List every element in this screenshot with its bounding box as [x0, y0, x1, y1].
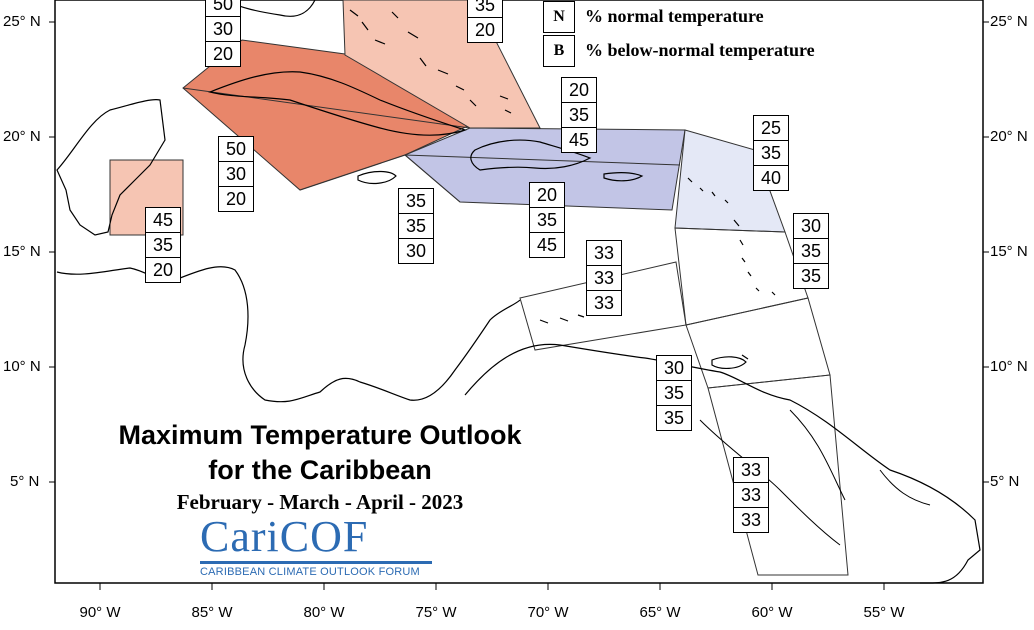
map-title-line2: for the Caribbean — [208, 455, 432, 485]
lon-label-70w: 70° W — [527, 604, 569, 621]
prob-normal: 35 — [754, 140, 788, 165]
prob-above: 33 — [593, 243, 615, 263]
guianas-interior — [699, 409, 931, 546]
prob-below: 45 — [530, 232, 564, 257]
cuba-split-line — [182, 87, 471, 129]
caricof-logo-bar — [200, 561, 432, 564]
prob-box-cuba: 50 30 20 — [218, 136, 254, 212]
prob-below: 35 — [657, 405, 691, 430]
lat-label-25n: 25° N — [3, 13, 41, 30]
lat-label-15n-right: 15° N — [990, 243, 1028, 260]
south-america-coast — [464, 343, 981, 584]
prob-normal: 35 — [146, 232, 180, 257]
prob-above: 35 — [405, 191, 427, 211]
prob-box-florida: 50 30 20 — [205, 0, 241, 67]
legend-key-n: N — [543, 0, 575, 33]
prob-above: 30 — [800, 216, 822, 236]
lesser-antilles-islands — [687, 177, 776, 360]
lon-label-60w: 60° W — [751, 604, 793, 621]
trinidad-island — [711, 356, 747, 369]
region-guianas-outline — [707, 374, 849, 576]
lat-label-20n: 20° N — [3, 128, 41, 145]
lat-ticks — [49, 21, 989, 483]
caricof-logo-subtitle: CARIBBEAN CLIMATE OUTLOOK FORUM — [200, 566, 420, 578]
abc-islands — [539, 314, 585, 324]
region-trinidad-outline — [685, 297, 831, 389]
puerto-rico-island — [603, 172, 644, 182]
prob-below: 33 — [734, 507, 768, 532]
prob-normal: 35 — [474, 0, 496, 15]
prob-below: 20 — [146, 257, 180, 282]
prob-normal: 33 — [734, 482, 768, 507]
prob-below: 33 — [587, 290, 621, 315]
prob-normal: 35 — [399, 213, 433, 238]
prob-normal: 35 — [530, 207, 564, 232]
lat-label-10n-right: 10° N — [990, 358, 1028, 375]
prob-box-leeward: 25 35 40 — [753, 115, 789, 191]
lon-label-90w: 90° W — [79, 604, 121, 621]
caricof-logo: CariCOF CARIBBEAN CLIMATE OUTLOOK FORUM — [200, 514, 440, 578]
prob-normal: 30 — [219, 161, 253, 186]
prob-box-windward: 30 35 35 — [793, 213, 829, 289]
legend-normal: N % normal temperature — [543, 0, 764, 33]
prob-normal: 30 — [206, 16, 240, 41]
prob-below: 20 — [219, 186, 253, 211]
prob-normal: 35 — [562, 102, 596, 127]
prob-below: 35 — [794, 263, 828, 288]
prob-normal: 35 — [657, 380, 691, 405]
lat-label-15n: 15° N — [3, 243, 41, 260]
prob-above: 33 — [740, 460, 762, 480]
jamaica-island — [357, 170, 397, 185]
prob-box-bahamas: 35 20 — [467, 0, 503, 43]
prob-above: 45 — [152, 210, 174, 230]
caricof-logo-wordmark: CariCOF — [200, 512, 369, 561]
cuba-island — [208, 71, 467, 136]
hispaniola-island — [470, 139, 592, 171]
lon-label-55w: 55° W — [863, 604, 905, 621]
prob-below: 30 — [399, 238, 433, 263]
prob-box-hispaniola-north: 20 35 45 — [561, 77, 597, 153]
prob-below: 40 — [754, 165, 788, 190]
bahamas-islands — [349, 9, 512, 114]
map-frame — [54, 0, 984, 584]
prob-normal: 33 — [587, 265, 621, 290]
lon-label-85w: 85° W — [191, 604, 233, 621]
lat-label-10n: 10° N — [3, 358, 41, 375]
mexico-yucatan-coast — [56, 99, 166, 236]
lat-label-20n-right: 20° N — [990, 128, 1028, 145]
lon-label-80w: 80° W — [303, 604, 345, 621]
prob-below: 20 — [468, 17, 502, 42]
lon-label-75w: 75° W — [415, 604, 457, 621]
lon-ticks — [99, 583, 885, 590]
central-america-coast — [56, 266, 521, 403]
prob-box-jamaica: 35 35 30 — [398, 188, 434, 264]
prob-box-central-caribbean: 33 33 33 — [586, 240, 622, 316]
lat-label-25n-right: 25° N — [990, 13, 1028, 30]
prob-box-guianas: 33 33 33 — [733, 457, 769, 533]
prob-above: 50 — [225, 139, 247, 159]
prob-above: 25 — [760, 118, 782, 138]
prob-box-trinidad: 30 35 35 — [656, 355, 692, 431]
prob-above: 20 — [536, 185, 558, 205]
legend-label-normal: % normal temperature — [585, 6, 764, 26]
hispaniola-split-line — [404, 154, 681, 166]
prob-above: 50 — [212, 0, 234, 14]
legend-below-normal: B % below-normal temperature — [543, 34, 815, 67]
legend-label-below-normal: % below-normal temperature — [585, 40, 815, 60]
lat-label-5n-right: 5° N — [990, 473, 1020, 490]
legend-key-b: B — [543, 34, 575, 67]
map-title-line1: Maximum Temperature Outlook — [118, 420, 522, 450]
lon-label-65w: 65° W — [639, 604, 681, 621]
prob-below: 45 — [562, 127, 596, 152]
prob-below: 20 — [206, 41, 240, 66]
prob-box-hispaniola-south: 20 35 45 — [529, 182, 565, 258]
prob-above: 20 — [568, 80, 590, 100]
prob-box-belize: 45 35 20 — [145, 207, 181, 283]
prob-normal: 35 — [794, 238, 828, 263]
season-label: February - March - April - 2023 — [176, 490, 464, 514]
prob-above: 30 — [663, 358, 685, 378]
lat-label-5n: 5° N — [10, 473, 40, 490]
